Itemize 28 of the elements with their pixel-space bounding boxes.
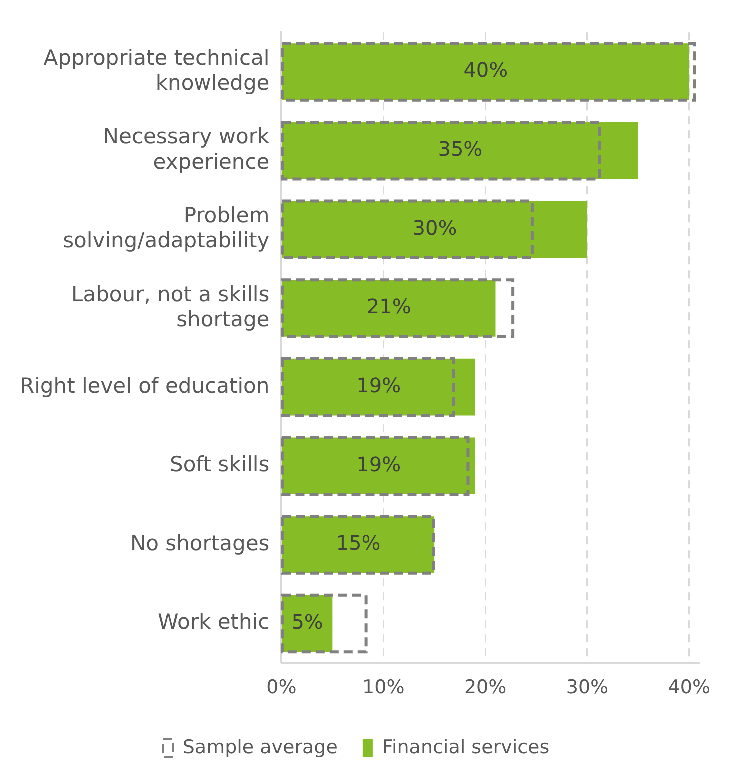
data-label: 15% bbox=[336, 531, 381, 556]
y-tick-label: No shortages bbox=[130, 531, 270, 556]
y-tick-label: Necessary work experience bbox=[103, 124, 271, 174]
data-label: 5% bbox=[292, 610, 324, 634]
legend-label: Sample average bbox=[182, 736, 338, 758]
x-tick-label: 10% bbox=[362, 676, 405, 699]
data-label: 19% bbox=[356, 452, 402, 476]
x-tick-label: 40% bbox=[668, 676, 711, 699]
x-tick-label: 20% bbox=[464, 676, 507, 699]
y-tick-label: Soft skills bbox=[170, 452, 270, 477]
data-label: 19% bbox=[356, 374, 402, 398]
data-label: 35% bbox=[438, 137, 483, 162]
data-label: 21% bbox=[366, 294, 412, 319]
bar bbox=[280, 357, 456, 418]
legend-label: Financial services bbox=[382, 736, 550, 758]
x-tick-label: 30% bbox=[566, 676, 609, 699]
bar bbox=[282, 201, 588, 258]
x-tick-label: 0% bbox=[266, 676, 297, 699]
data-label: 30% bbox=[412, 216, 458, 240]
y-tick-label: Appropriate technical knowledge bbox=[44, 46, 270, 96]
bar bbox=[280, 594, 368, 654]
data-label: 40% bbox=[464, 58, 508, 82]
y-tick-label: Right level of education bbox=[20, 374, 270, 398]
y-tick-label: Work ethic bbox=[158, 610, 270, 634]
y-tick-label: Problem solving/adaptability bbox=[63, 204, 270, 253]
y-tick-label: Labour, not a skills shortage bbox=[72, 282, 270, 332]
bar bbox=[280, 200, 534, 260]
bar bbox=[282, 358, 476, 416]
